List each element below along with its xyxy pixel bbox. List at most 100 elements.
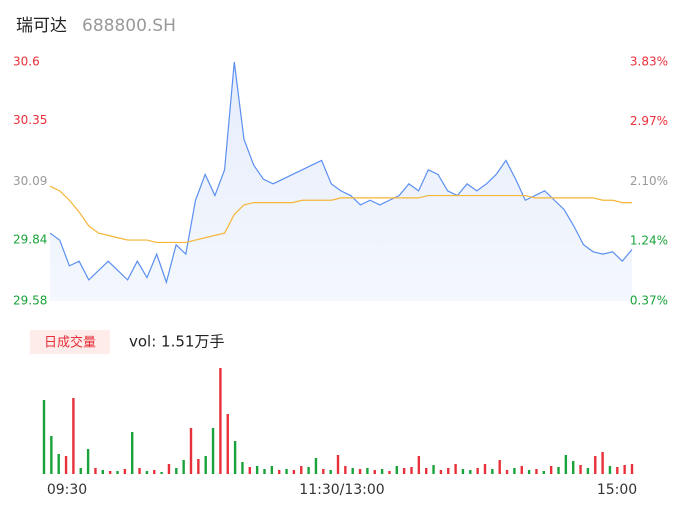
y2-tick-label: 2.97% bbox=[630, 114, 668, 128]
volume-bar bbox=[505, 470, 509, 474]
volume-bar bbox=[520, 466, 523, 474]
volume-bar bbox=[292, 470, 296, 474]
volume-bar bbox=[336, 455, 340, 474]
volume-bar bbox=[329, 470, 332, 474]
y-tick-label: 29.58 bbox=[13, 294, 47, 308]
volume-bar bbox=[564, 455, 568, 474]
volume-bar bbox=[182, 460, 185, 474]
volume-bar bbox=[86, 449, 90, 474]
volume-bar bbox=[138, 468, 141, 474]
volume-bar bbox=[608, 466, 612, 474]
volume-bar bbox=[211, 428, 215, 474]
volume-bar bbox=[197, 459, 200, 474]
volume-bar bbox=[513, 468, 516, 474]
y-tick-label: 30.35 bbox=[13, 113, 47, 127]
volume-bar bbox=[64, 456, 68, 474]
volume-bar bbox=[601, 452, 604, 474]
price-line bbox=[49, 61, 633, 285]
volume-bar bbox=[248, 467, 251, 474]
y2-tick-label: 1.24% bbox=[630, 233, 668, 247]
volume-bar bbox=[50, 436, 53, 474]
y2-tick-label: 0.37% bbox=[630, 294, 668, 308]
volume-bar bbox=[219, 368, 222, 474]
volume-bar bbox=[388, 471, 391, 474]
volume-bar bbox=[572, 461, 575, 474]
volume-bar bbox=[402, 468, 406, 474]
volume-bar bbox=[108, 471, 112, 474]
y2-tick-label: 3.83% bbox=[630, 55, 668, 69]
volume-bar bbox=[57, 454, 60, 474]
volume-bar bbox=[351, 468, 354, 474]
volume-bar bbox=[432, 465, 435, 474]
stock-name: 瑞可达 bbox=[16, 16, 67, 36]
volume-bar bbox=[579, 465, 582, 474]
volume-bar bbox=[255, 466, 259, 474]
volume-bar bbox=[167, 464, 171, 474]
volume-bar bbox=[366, 468, 369, 474]
volume-bar bbox=[307, 467, 310, 474]
volume-bar bbox=[131, 432, 134, 474]
volume-bar bbox=[557, 467, 560, 474]
volume-bar bbox=[160, 472, 163, 474]
volume-bar bbox=[410, 467, 413, 474]
y-tick-label: 29.84 bbox=[13, 233, 47, 247]
volume-bar bbox=[79, 468, 82, 474]
stock-code: 688800.SH bbox=[82, 16, 176, 36]
x-tick-label: 09:30 bbox=[47, 482, 87, 498]
average-line bbox=[49, 185, 632, 244]
volume-bar bbox=[270, 466, 274, 474]
volume-bar bbox=[616, 467, 619, 474]
volume-bar bbox=[123, 469, 127, 474]
volume-bar bbox=[72, 398, 75, 474]
volume-bar bbox=[395, 466, 398, 474]
volume-bar bbox=[498, 460, 501, 474]
volume-bar bbox=[101, 470, 104, 474]
volume-bar bbox=[491, 469, 494, 474]
x-tick-label: 15:00 bbox=[597, 482, 637, 498]
volume-bar bbox=[42, 400, 46, 474]
volume-bar bbox=[145, 471, 149, 474]
volume-bar bbox=[153, 470, 156, 474]
volume-bar bbox=[454, 464, 457, 474]
volume-badge-text: 日成交量 bbox=[44, 335, 96, 351]
volume-bar bbox=[241, 462, 244, 474]
volume-bar bbox=[94, 468, 97, 474]
volume-bar bbox=[380, 469, 384, 474]
volume-bar bbox=[189, 428, 193, 474]
volume-bar bbox=[542, 471, 545, 474]
volume-bar bbox=[417, 456, 421, 474]
y2-tick-label: 2.10% bbox=[630, 174, 668, 188]
volume-bar bbox=[233, 441, 237, 474]
volume-bar bbox=[263, 469, 266, 474]
volume-bar bbox=[594, 456, 597, 474]
volume-bar bbox=[285, 469, 288, 474]
volume-bar bbox=[483, 464, 487, 474]
volume-bar bbox=[373, 470, 376, 474]
volume-bar bbox=[527, 470, 531, 474]
volume-bar bbox=[439, 470, 443, 474]
volume-bar bbox=[469, 470, 472, 474]
volume-bar bbox=[314, 458, 318, 474]
volume-bar bbox=[586, 468, 590, 474]
volume-bar bbox=[630, 464, 634, 474]
volume-badge bbox=[30, 330, 110, 354]
price-area bbox=[50, 62, 632, 301]
volume-bar bbox=[447, 468, 450, 474]
volume-bar bbox=[322, 469, 325, 474]
volume-bar bbox=[344, 466, 347, 474]
x-tick-label: 11:30/13:00 bbox=[299, 482, 384, 498]
volume-bar bbox=[476, 468, 479, 474]
volume-bar bbox=[116, 471, 119, 474]
volume-bar bbox=[300, 466, 303, 474]
volume-bar bbox=[623, 465, 626, 474]
volume-bar bbox=[358, 469, 362, 474]
volume-bar bbox=[461, 469, 465, 474]
volume-bar bbox=[535, 469, 538, 474]
volume-bar bbox=[175, 468, 178, 474]
y-tick-label: 30.6 bbox=[13, 55, 40, 69]
volume-bar bbox=[425, 468, 428, 474]
volume-bar bbox=[226, 414, 229, 474]
y-tick-label: 30.09 bbox=[13, 174, 47, 188]
volume-bar bbox=[278, 470, 281, 474]
